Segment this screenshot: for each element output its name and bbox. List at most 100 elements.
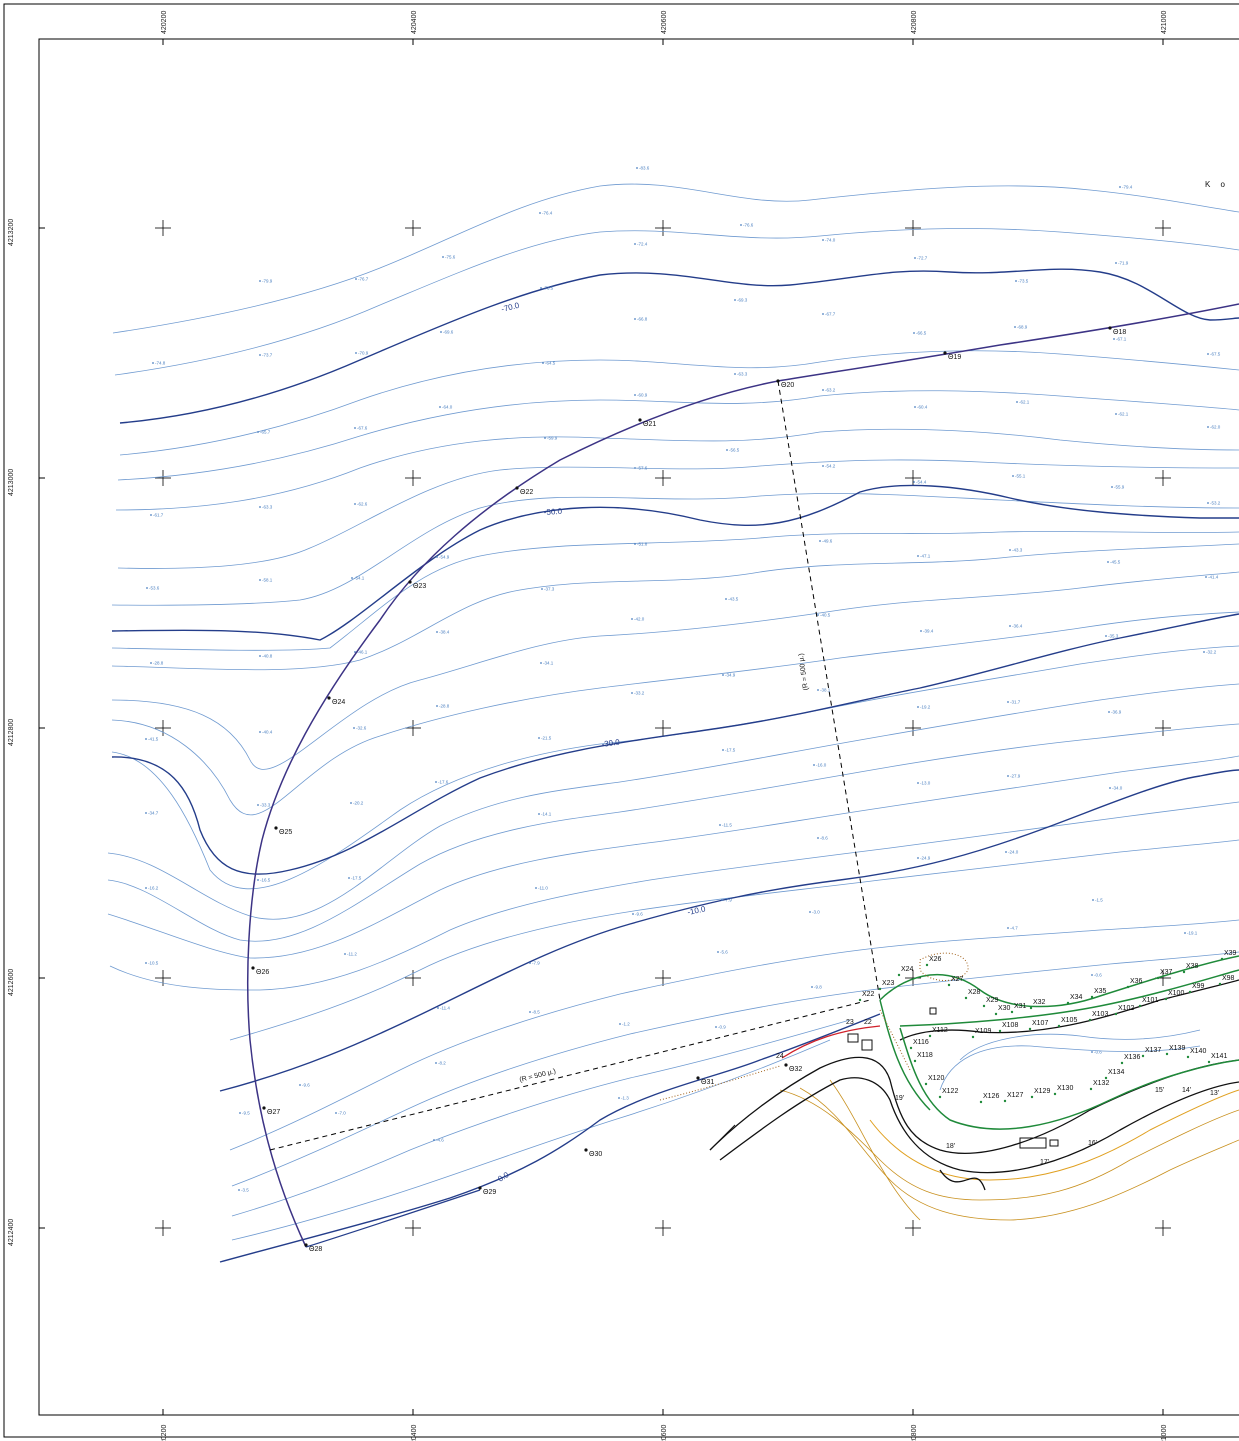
spot-depth: -24.9	[917, 856, 931, 861]
arc-point: Θ27	[262, 1106, 280, 1116]
spot-depth-label: -21.5	[541, 736, 552, 741]
shore-point-label: 17'	[1040, 1159, 1049, 1166]
survey-point-label: X36	[1130, 978, 1143, 985]
contour-label: 0.0	[496, 1170, 511, 1184]
spot-depth: -69.6	[440, 330, 454, 335]
spot-depth: -40.8	[259, 654, 273, 659]
grid-x-label: 421000	[1161, 1425, 1168, 1441]
spot-depth-label: -3.0	[812, 910, 820, 915]
spot-depth-label: -40.4	[262, 730, 273, 735]
spot-depth-label: -41.4	[1208, 575, 1219, 580]
spot-depth: -63.2	[822, 388, 836, 393]
spot-depth-label: -41.5	[148, 737, 159, 742]
shore-point-label: 18'	[946, 1143, 955, 1150]
spot-depth-label: -64.5	[545, 361, 556, 366]
spot-depth: -63.3	[734, 372, 748, 377]
survey-point-label: X22	[862, 991, 875, 998]
arc-point: Θ18	[1108, 326, 1126, 336]
green-line	[899, 1027, 1239, 1130]
arc-point-label: Θ21	[643, 421, 656, 428]
spot-depth-label: -62.6	[357, 502, 368, 507]
spot-depth-label: -19.1	[1187, 931, 1198, 936]
minor-contour	[111, 645, 1239, 890]
arc-point: Θ31	[696, 1076, 714, 1086]
spot-depth: -70.9	[355, 351, 369, 356]
survey-point-label: X103	[1092, 1011, 1108, 1018]
dashed-radius-1	[777, 380, 881, 1001]
survey-point: X127	[1003, 1092, 1023, 1103]
spot-depth: -79.9	[259, 279, 273, 284]
spot-depth-label: -54.9	[439, 555, 450, 560]
shore-point-label: 16'	[1088, 1140, 1097, 1147]
minor-contour	[231, 1039, 831, 1241]
spot-depth-label: -70.9	[358, 351, 369, 356]
shore-point-label: 15'	[1155, 1087, 1164, 1094]
spot-depth: -74.8	[152, 361, 166, 366]
spot-depth: -4.7	[1007, 926, 1018, 931]
spot-depth: -62.0	[1207, 425, 1221, 430]
survey-point: X39	[1220, 950, 1237, 961]
survey-point-label: X118	[917, 1052, 933, 1059]
survey-point: X130	[1053, 1085, 1073, 1096]
spot-depth-label: -65.7	[260, 430, 271, 435]
spot-depth-label: -60.9	[637, 393, 648, 398]
minor-contour	[229, 839, 1239, 1041]
spot-depth: -37.3	[541, 587, 555, 592]
spot-depth: -66.8	[634, 317, 648, 322]
survey-point-label: X105	[1061, 1017, 1077, 1024]
spot-depth: -43.5	[725, 597, 739, 602]
spot-depth: -45.5	[1107, 560, 1121, 565]
spot-depth: -76.7	[355, 277, 369, 282]
spot-depth-label: -38.4	[439, 630, 450, 635]
spot-depth: -42.0	[631, 617, 645, 622]
spot-depth-label: -61.7	[153, 513, 164, 518]
survey-point-label: X37	[1160, 969, 1173, 976]
survey-point: X126	[979, 1093, 999, 1104]
survey-point: X31	[1010, 1003, 1027, 1014]
spot-depth-label: -42.0	[634, 617, 645, 622]
spot-depth: -7.9	[721, 898, 732, 903]
building	[861, 1039, 873, 1051]
grid-x-label: 420400	[411, 11, 418, 34]
arc-point-label: Θ19	[948, 354, 961, 361]
road-line	[899, 979, 1239, 1041]
spot-depth-label: -19.2	[920, 705, 931, 710]
spot-depth-label: -9.8	[814, 985, 822, 990]
spot-depth-label: -17.5	[351, 876, 362, 881]
arc-point-label: Θ28	[309, 1246, 322, 1253]
spot-depth: -75.6	[442, 255, 456, 260]
spot-depth-label: -16.2	[148, 886, 159, 891]
spot-depth: -3.5	[238, 1188, 249, 1193]
spot-depth: -73.5	[1015, 279, 1029, 284]
spot-depth: -62.6	[354, 502, 368, 507]
survey-point-label: X116	[913, 1039, 929, 1046]
major-contour-50	[111, 484, 1239, 641]
spot-depth-label: -8.2	[438, 1061, 446, 1066]
spot-depth-label: -68.9	[1017, 325, 1028, 330]
spot-depth-label: -4.6	[436, 1138, 444, 1143]
spot-depth: -54.2	[822, 464, 836, 469]
red-line	[781, 1025, 881, 1059]
spot-depth: -11.2	[344, 952, 357, 957]
spot-depth-label: -51.8	[637, 542, 648, 547]
arc-point: Θ25	[274, 826, 292, 836]
minor-contour	[231, 1019, 851, 1217]
spot-depth-label: -62.1	[1118, 412, 1129, 417]
spot-depth-label: -7.9	[724, 898, 732, 903]
spot-depth-label: -7.9	[532, 961, 540, 966]
survey-point: X32	[1029, 999, 1046, 1010]
survey-point-label: X134	[1108, 1069, 1124, 1076]
minor-contour	[229, 919, 1239, 1151]
spot-depth: -51.8	[634, 542, 648, 547]
shore-point-label: 13'	[1210, 1090, 1219, 1097]
arc-point: Θ30	[584, 1148, 602, 1158]
spot-depth: -1.5	[1092, 898, 1103, 903]
road-line	[939, 1169, 986, 1191]
spot-depth: -11.0	[535, 886, 548, 891]
spot-depth: -67.5	[1207, 352, 1221, 357]
survey-point: X105	[1057, 1017, 1077, 1028]
contour-label: -30.0	[601, 737, 621, 749]
arc-point-label: Θ25	[279, 829, 292, 836]
grid-y-label: 4213000	[8, 469, 15, 496]
spot-depth-label: -9.6	[302, 1083, 310, 1088]
